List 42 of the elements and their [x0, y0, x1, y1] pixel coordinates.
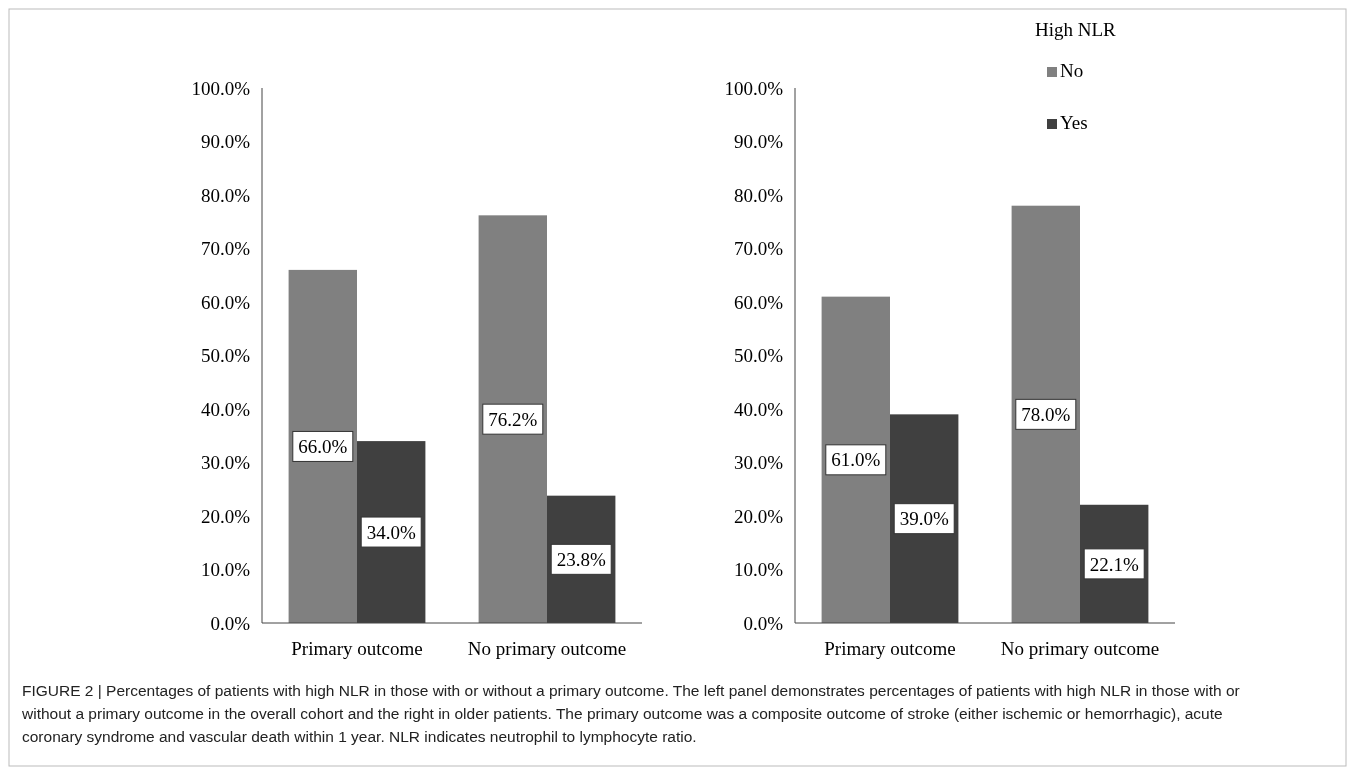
y-tick-label: 80.0%	[733, 184, 784, 206]
y-tick-label: 0.0%	[743, 612, 784, 634]
y-tick-label: 60.0%	[200, 291, 251, 313]
data-label: 23.8%	[556, 548, 606, 570]
bar	[478, 215, 547, 623]
y-tick-label: 20.0%	[200, 505, 251, 527]
y-tick-label: 80.0%	[200, 184, 251, 206]
y-tick-label: 60.0%	[733, 291, 784, 313]
x-tick-label: Primary outcome	[824, 638, 956, 659]
y-tick-label: 20.0%	[733, 505, 784, 527]
y-tick-label: 100.0%	[724, 77, 784, 99]
data-label: 39.0%	[899, 508, 949, 530]
x-tick-label: No primary outcome	[1000, 638, 1160, 659]
y-tick-label: 70.0%	[200, 238, 251, 260]
data-label: 78.0%	[1021, 404, 1071, 425]
data-label: 76.2%	[488, 408, 538, 430]
data-label: 66.0%	[298, 436, 348, 458]
y-tick-label: 10.0%	[200, 559, 251, 581]
y-tick-label: 90.0%	[733, 131, 784, 153]
x-tick-label: No primary outcome	[467, 638, 627, 659]
bar	[821, 296, 890, 623]
y-tick-label: 30.0%	[200, 452, 251, 474]
y-tick-label: 100.0%	[191, 77, 251, 99]
bar	[1011, 205, 1080, 623]
legend-title: High NLR	[1035, 19, 1117, 40]
bar	[288, 269, 357, 623]
data-label: 34.0%	[366, 521, 416, 543]
data-label: 22.1%	[1089, 553, 1139, 575]
y-tick-label: 50.0%	[200, 345, 251, 367]
data-label: 61.0%	[831, 449, 881, 471]
y-tick-label: 90.0%	[200, 131, 251, 153]
y-tick-label: 0.0%	[210, 612, 251, 634]
y-tick-label: 50.0%	[733, 345, 784, 367]
legend-label: No	[1060, 60, 1084, 81]
y-tick-label: 30.0%	[733, 452, 784, 474]
legend-label: Yes	[1060, 112, 1088, 133]
caption: FIGURE 2 | Percentages of patients with high NLR in those with or without a primary outcome. The left panel demonstrates percentages of patients with high NLR in those with or without a primary outcome in the overall cohort and the right in older patients. The primary outcome was a composite outcome of stroke (either ischemic or hemorrhagic), acute coronary syndrome and vascular death within 1 year. NLR indicates neutrophil to lymphocyte ratio.	[21, 682, 1240, 745]
y-tick-label: 10.0%	[733, 559, 784, 581]
x-tick-label: Primary outcome	[291, 638, 423, 659]
y-tick-label: 40.0%	[200, 398, 251, 420]
y-tick-label: 70.0%	[733, 238, 784, 260]
y-tick-label: 40.0%	[733, 398, 784, 420]
